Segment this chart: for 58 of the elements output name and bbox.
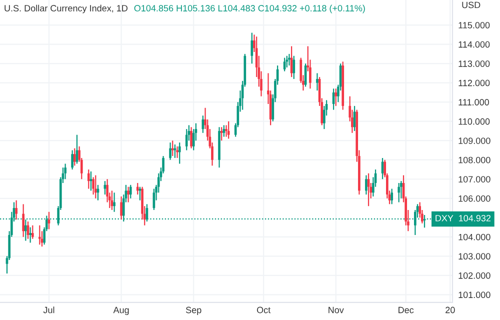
candlestick [127,186,130,203]
x-tick-label: Oct [256,306,271,314]
y-tick-label: 102.000 [458,272,490,279]
candlestick [94,174,97,199]
x-tick-label: 20 [446,306,455,314]
x-tick-label: Nov [328,306,344,314]
candlestick [190,126,192,149]
y-tick-label: 104.000 [458,234,490,240]
y-tick-label: 108.000 [458,156,490,164]
candlestick [31,224,34,240]
candlestick [38,224,41,246]
y-tick-label: 101.000 [458,292,490,298]
candlestick [29,226,32,244]
ref-line-label: DXY 104.932 [436,214,491,222]
x-tick-label: Dec [398,306,414,314]
y-axis-title: USD [462,2,480,8]
candlestick [71,150,74,170]
y-tick-label: 113.000 [458,60,490,67]
y-tick-label: 106.000 [458,195,490,202]
candlestick [225,124,228,138]
candlestick [390,188,394,205]
candlestick [185,128,188,151]
candlestick [292,55,296,80]
candlestick [286,55,288,68]
candlestick [176,146,178,158]
y-tick-label: 107.000 [458,176,490,182]
candlestick [136,182,139,196]
candlestick [220,126,223,142]
candlestick [169,142,172,160]
y-tick-label: 111.000 [458,99,490,106]
candlestick [365,174,368,196]
y-tick-label: 112.000 [458,80,490,86]
candlestick [398,182,400,203]
candlestick [316,72,318,92]
candlestick [400,180,402,199]
candlestick [73,148,76,166]
candlestick [120,196,122,220]
candlestick [113,192,116,212]
annotation: O104.856 H105.136 L104.483 C104.932 +0.118 (+0.11%) [134,4,365,14]
candlestick [24,219,27,242]
x-tick-label: Sep [186,306,202,315]
candlestick [250,32,254,64]
candlestick [178,142,181,164]
candlestick [129,184,132,199]
candlestick [64,163,66,180]
candlestick [92,176,94,196]
candlestick [22,204,24,238]
y-tick-label: 109.000 [458,138,490,144]
y-tick-label: 103.000 [458,253,490,260]
chart-title: U.S. Dollar Currency Index, 1D [4,4,128,14]
x-tick-label: Aug [113,306,129,315]
y-tick-label: 110.000 [458,118,490,125]
x-tick-label: Jul [43,306,54,314]
candlestick [87,168,90,190]
candlestick [334,88,338,106]
candlestick [15,200,18,220]
y-tick-label: 114.000 [458,41,490,48]
y-tick-label: 115.000 [458,22,490,28]
